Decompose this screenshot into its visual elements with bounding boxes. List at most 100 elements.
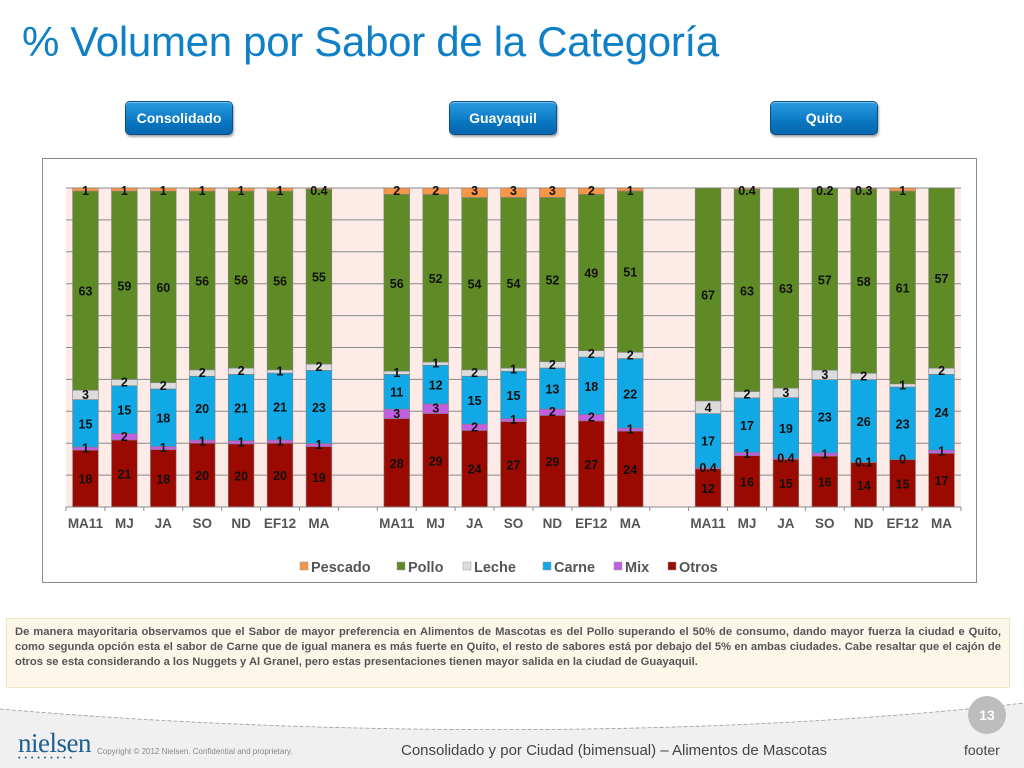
data-label: 13 xyxy=(545,383,559,397)
bar-segment-carne xyxy=(889,386,916,460)
data-label: 2 xyxy=(744,388,751,402)
x-tick-label: MJ xyxy=(426,516,445,531)
data-label: 15 xyxy=(468,394,482,408)
bar-segment-pescado xyxy=(500,187,527,198)
bar-segment-carne xyxy=(733,397,761,453)
bar-segment-carne xyxy=(422,364,449,405)
bar-segment-otros xyxy=(305,446,333,508)
bar-segment-pescado xyxy=(305,187,333,190)
bar-segment-carne xyxy=(811,379,838,454)
data-label: 1 xyxy=(199,184,206,198)
bar-segment-pollo xyxy=(227,190,255,369)
legend-label-leche: Leche xyxy=(474,560,516,576)
bar-segment-pollo xyxy=(772,187,800,389)
bar-segment-pollo xyxy=(889,190,916,385)
data-label: 1 xyxy=(238,184,245,198)
data-label: 14 xyxy=(857,479,871,493)
data-label: 22 xyxy=(623,387,637,401)
data-label: 19 xyxy=(312,471,326,485)
data-label: 1 xyxy=(432,357,439,371)
bar-segment-carne xyxy=(111,385,138,434)
data-label: 56 xyxy=(234,274,248,288)
data-label: 54 xyxy=(468,278,482,292)
bar-segment-otros xyxy=(772,459,800,508)
data-label: 29 xyxy=(545,455,559,469)
bar-segment-otros xyxy=(539,415,566,508)
legend-label-carne: Carne xyxy=(554,560,595,576)
bar-segment-pescado xyxy=(578,187,605,195)
legend-label-mix: Mix xyxy=(625,560,649,576)
footer-subtitle: Consolidado y por Ciudad (bimensual) – A… xyxy=(401,742,828,759)
bar-segment-carne xyxy=(617,358,644,429)
x-tick-label: SO xyxy=(504,516,524,531)
data-label: 1 xyxy=(82,184,89,198)
bar-segment-pollo xyxy=(266,190,294,371)
data-label: 15 xyxy=(117,404,131,418)
data-label: 23 xyxy=(896,417,910,431)
data-label: 0.4 xyxy=(699,461,716,475)
data-label: 1 xyxy=(393,366,400,380)
nielsen-logo: nielsen xyxy=(18,728,91,758)
bar-segment-otros xyxy=(150,449,177,508)
data-label: 3 xyxy=(549,184,556,198)
bar-segment-otros xyxy=(617,430,644,508)
data-label: 3 xyxy=(471,184,478,198)
tab-quito[interactable]: Quito xyxy=(770,101,878,135)
data-label: 1 xyxy=(627,423,634,437)
data-label: 3 xyxy=(82,388,89,402)
data-label: 3 xyxy=(782,386,789,400)
bar-segment-carne xyxy=(578,356,605,415)
bar-segment-carne xyxy=(227,374,255,441)
data-label: 58 xyxy=(857,275,871,289)
bar-segment-pescado xyxy=(811,187,838,189)
bar-segment-pescado xyxy=(539,187,566,198)
data-label: 20 xyxy=(195,469,209,483)
bar-segment-pollo xyxy=(72,190,99,391)
data-label: 1 xyxy=(315,438,322,452)
legend-swatch-pollo xyxy=(396,561,406,571)
data-label: 24 xyxy=(468,463,482,477)
tab-guayaquil[interactable]: Guayaquil xyxy=(449,101,557,135)
data-label: 0.2 xyxy=(816,184,833,198)
x-tick-label: JA xyxy=(777,516,795,531)
data-label: 16 xyxy=(818,476,832,490)
data-label: 0.3 xyxy=(855,184,872,198)
data-label: 26 xyxy=(857,415,871,429)
data-label: 18 xyxy=(156,412,170,426)
data-label: 63 xyxy=(79,285,93,299)
data-label: 1 xyxy=(627,184,634,198)
bar-segment-carne xyxy=(500,370,527,419)
data-label: 1 xyxy=(121,184,128,198)
data-label: 18 xyxy=(79,473,93,487)
data-label: 3 xyxy=(821,368,828,382)
data-label: 63 xyxy=(740,284,754,298)
bar-segment-otros xyxy=(811,455,838,508)
x-tick-label: ND xyxy=(543,516,563,531)
data-label: 18 xyxy=(584,380,598,394)
data-label: 1 xyxy=(510,363,517,377)
data-label: 3 xyxy=(510,184,517,198)
tab-consolidado[interactable]: Consolidado xyxy=(125,101,233,135)
bar-segment-carne xyxy=(72,399,99,448)
bar-segment-pollo xyxy=(694,187,722,402)
data-label: 1 xyxy=(277,435,284,449)
data-label: 1 xyxy=(82,442,89,456)
legend-label-pescado: Pescado xyxy=(311,560,371,576)
bar-segment-pescado xyxy=(422,187,449,195)
data-label: 18 xyxy=(156,472,170,486)
data-label: 15 xyxy=(896,477,910,491)
data-label: 55 xyxy=(312,271,326,285)
bar-segment-otros xyxy=(72,449,99,508)
x-tick-label: MA11 xyxy=(68,516,104,531)
data-label: 21 xyxy=(273,401,287,415)
data-label: 2 xyxy=(432,184,439,198)
stacked-bar-chart: 1811536312121525911811826012012025612012… xyxy=(65,184,962,576)
legend-label-otros: Otros xyxy=(679,560,718,576)
bar-segment-carne xyxy=(539,367,566,410)
x-tick-label: SO xyxy=(815,516,835,531)
data-label: 2 xyxy=(588,184,595,198)
bar-segment-otros xyxy=(500,421,527,508)
page-title: % Volumen por Sabor de la Categoría xyxy=(22,18,719,65)
data-label: 17 xyxy=(701,435,715,449)
bar-segment-pollo xyxy=(617,190,644,353)
